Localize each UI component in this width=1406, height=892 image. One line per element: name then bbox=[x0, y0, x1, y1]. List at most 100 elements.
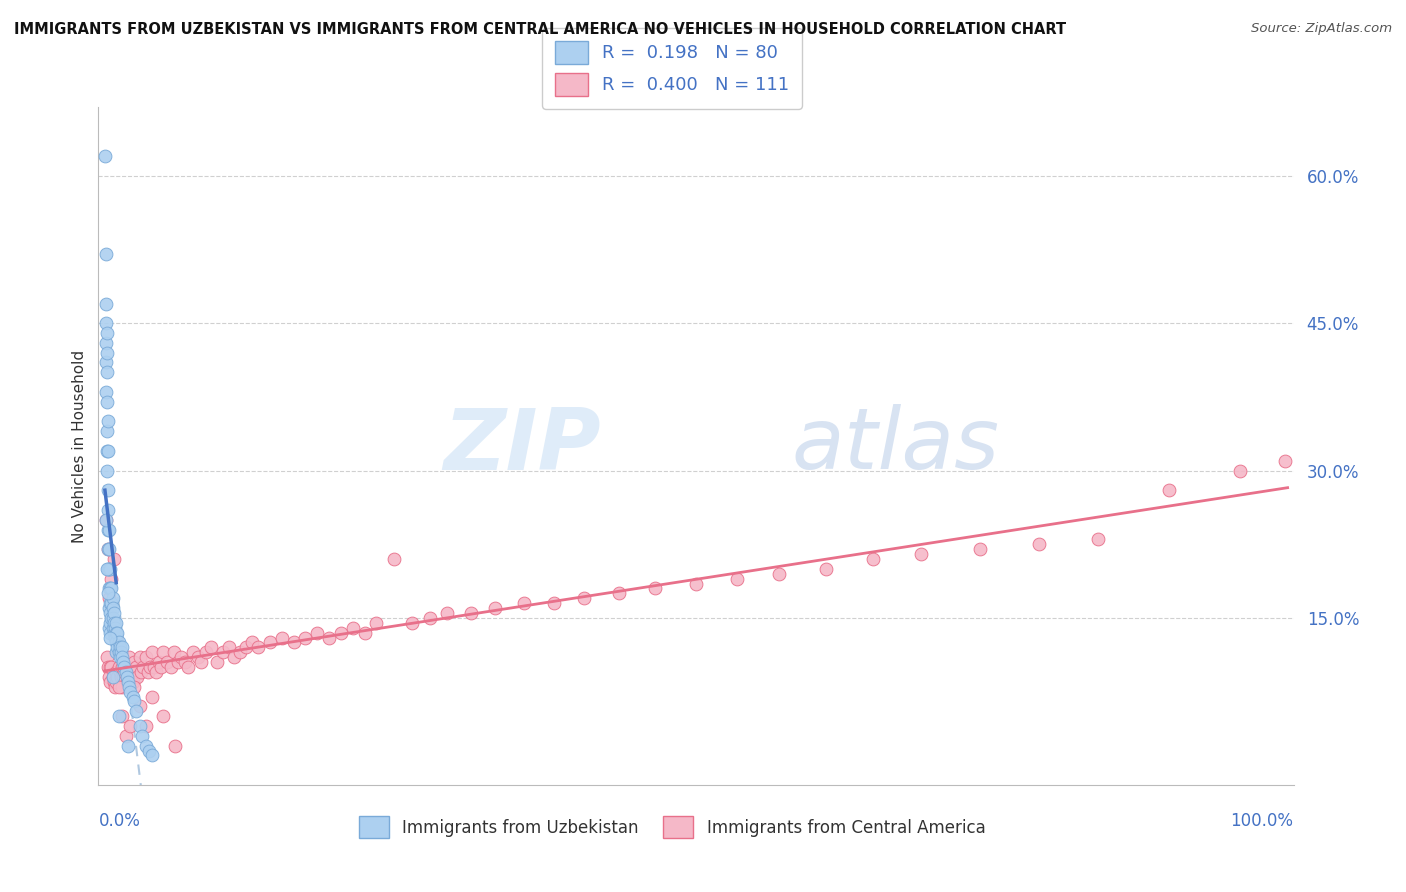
Point bbox=[543, 596, 565, 610]
Point bbox=[170, 650, 193, 665]
Point bbox=[98, 670, 121, 684]
Point bbox=[148, 655, 170, 669]
Point bbox=[98, 582, 121, 596]
Point bbox=[115, 670, 138, 684]
Point bbox=[484, 601, 506, 615]
Point bbox=[100, 660, 122, 674]
Point bbox=[96, 424, 118, 438]
Point bbox=[122, 655, 145, 669]
Point bbox=[96, 345, 118, 359]
Point bbox=[205, 655, 228, 669]
Point bbox=[195, 645, 218, 659]
Point bbox=[607, 586, 630, 600]
Point bbox=[104, 621, 127, 635]
Legend: Immigrants from Uzbekistan, Immigrants from Central America: Immigrants from Uzbekistan, Immigrants f… bbox=[352, 810, 993, 845]
Point bbox=[94, 335, 117, 350]
Point bbox=[122, 694, 145, 708]
Point bbox=[685, 576, 707, 591]
Point bbox=[382, 552, 405, 566]
Point bbox=[166, 655, 188, 669]
Point bbox=[98, 625, 121, 640]
Point bbox=[111, 680, 134, 694]
Point bbox=[94, 247, 117, 261]
Point bbox=[152, 709, 174, 723]
Point bbox=[94, 316, 117, 330]
Point bbox=[513, 596, 536, 610]
Point bbox=[97, 483, 120, 498]
Point bbox=[1159, 483, 1181, 498]
Point bbox=[103, 606, 125, 620]
Point bbox=[156, 655, 179, 669]
Point bbox=[270, 631, 292, 645]
Point bbox=[181, 645, 204, 659]
Point bbox=[98, 562, 121, 576]
Point bbox=[112, 655, 135, 669]
Point bbox=[128, 699, 150, 714]
Point bbox=[100, 572, 122, 586]
Point bbox=[98, 523, 121, 537]
Point bbox=[108, 665, 131, 679]
Point bbox=[97, 503, 120, 517]
Point bbox=[969, 542, 991, 557]
Point bbox=[129, 665, 152, 679]
Point bbox=[101, 591, 124, 606]
Point bbox=[96, 365, 118, 379]
Text: atlas: atlas bbox=[792, 404, 1000, 488]
Point bbox=[318, 631, 340, 645]
Point bbox=[105, 645, 128, 659]
Point bbox=[141, 690, 163, 704]
Point bbox=[105, 631, 128, 645]
Point bbox=[96, 394, 118, 409]
Point bbox=[105, 635, 128, 649]
Point bbox=[110, 645, 132, 659]
Point bbox=[97, 660, 120, 674]
Point bbox=[98, 631, 121, 645]
Point bbox=[105, 625, 128, 640]
Point bbox=[94, 296, 117, 310]
Point bbox=[107, 709, 129, 723]
Point bbox=[177, 660, 200, 674]
Point bbox=[150, 660, 173, 674]
Point bbox=[118, 650, 141, 665]
Point bbox=[108, 640, 131, 655]
Point bbox=[143, 660, 166, 674]
Point bbox=[1229, 464, 1251, 478]
Point bbox=[103, 674, 125, 689]
Point bbox=[98, 542, 121, 557]
Point bbox=[163, 645, 186, 659]
Point bbox=[294, 631, 316, 645]
Point bbox=[401, 615, 423, 630]
Point bbox=[118, 680, 141, 694]
Point bbox=[112, 670, 135, 684]
Point bbox=[97, 542, 120, 557]
Point bbox=[165, 739, 187, 753]
Point bbox=[122, 680, 145, 694]
Point bbox=[96, 326, 118, 340]
Point bbox=[101, 670, 124, 684]
Point bbox=[419, 611, 441, 625]
Point bbox=[218, 640, 240, 655]
Point bbox=[107, 680, 129, 694]
Point bbox=[1274, 454, 1296, 468]
Point bbox=[259, 635, 281, 649]
Point bbox=[460, 606, 482, 620]
Point bbox=[121, 690, 143, 704]
Point bbox=[159, 660, 181, 674]
Point bbox=[187, 650, 209, 665]
Text: IMMIGRANTS FROM UZBEKISTAN VS IMMIGRANTS FROM CENTRAL AMERICA NO VEHICLES IN HOU: IMMIGRANTS FROM UZBEKISTAN VS IMMIGRANTS… bbox=[14, 22, 1066, 37]
Point bbox=[100, 596, 122, 610]
Point bbox=[94, 355, 117, 369]
Point bbox=[110, 670, 132, 684]
Point bbox=[96, 464, 118, 478]
Point bbox=[330, 625, 353, 640]
Point bbox=[145, 665, 167, 679]
Point bbox=[100, 611, 122, 625]
Point bbox=[98, 621, 121, 635]
Point bbox=[98, 562, 121, 576]
Point bbox=[111, 640, 134, 655]
Point bbox=[101, 601, 124, 615]
Point bbox=[105, 665, 128, 679]
Point bbox=[342, 621, 364, 635]
Point bbox=[97, 542, 120, 557]
Point bbox=[644, 582, 666, 596]
